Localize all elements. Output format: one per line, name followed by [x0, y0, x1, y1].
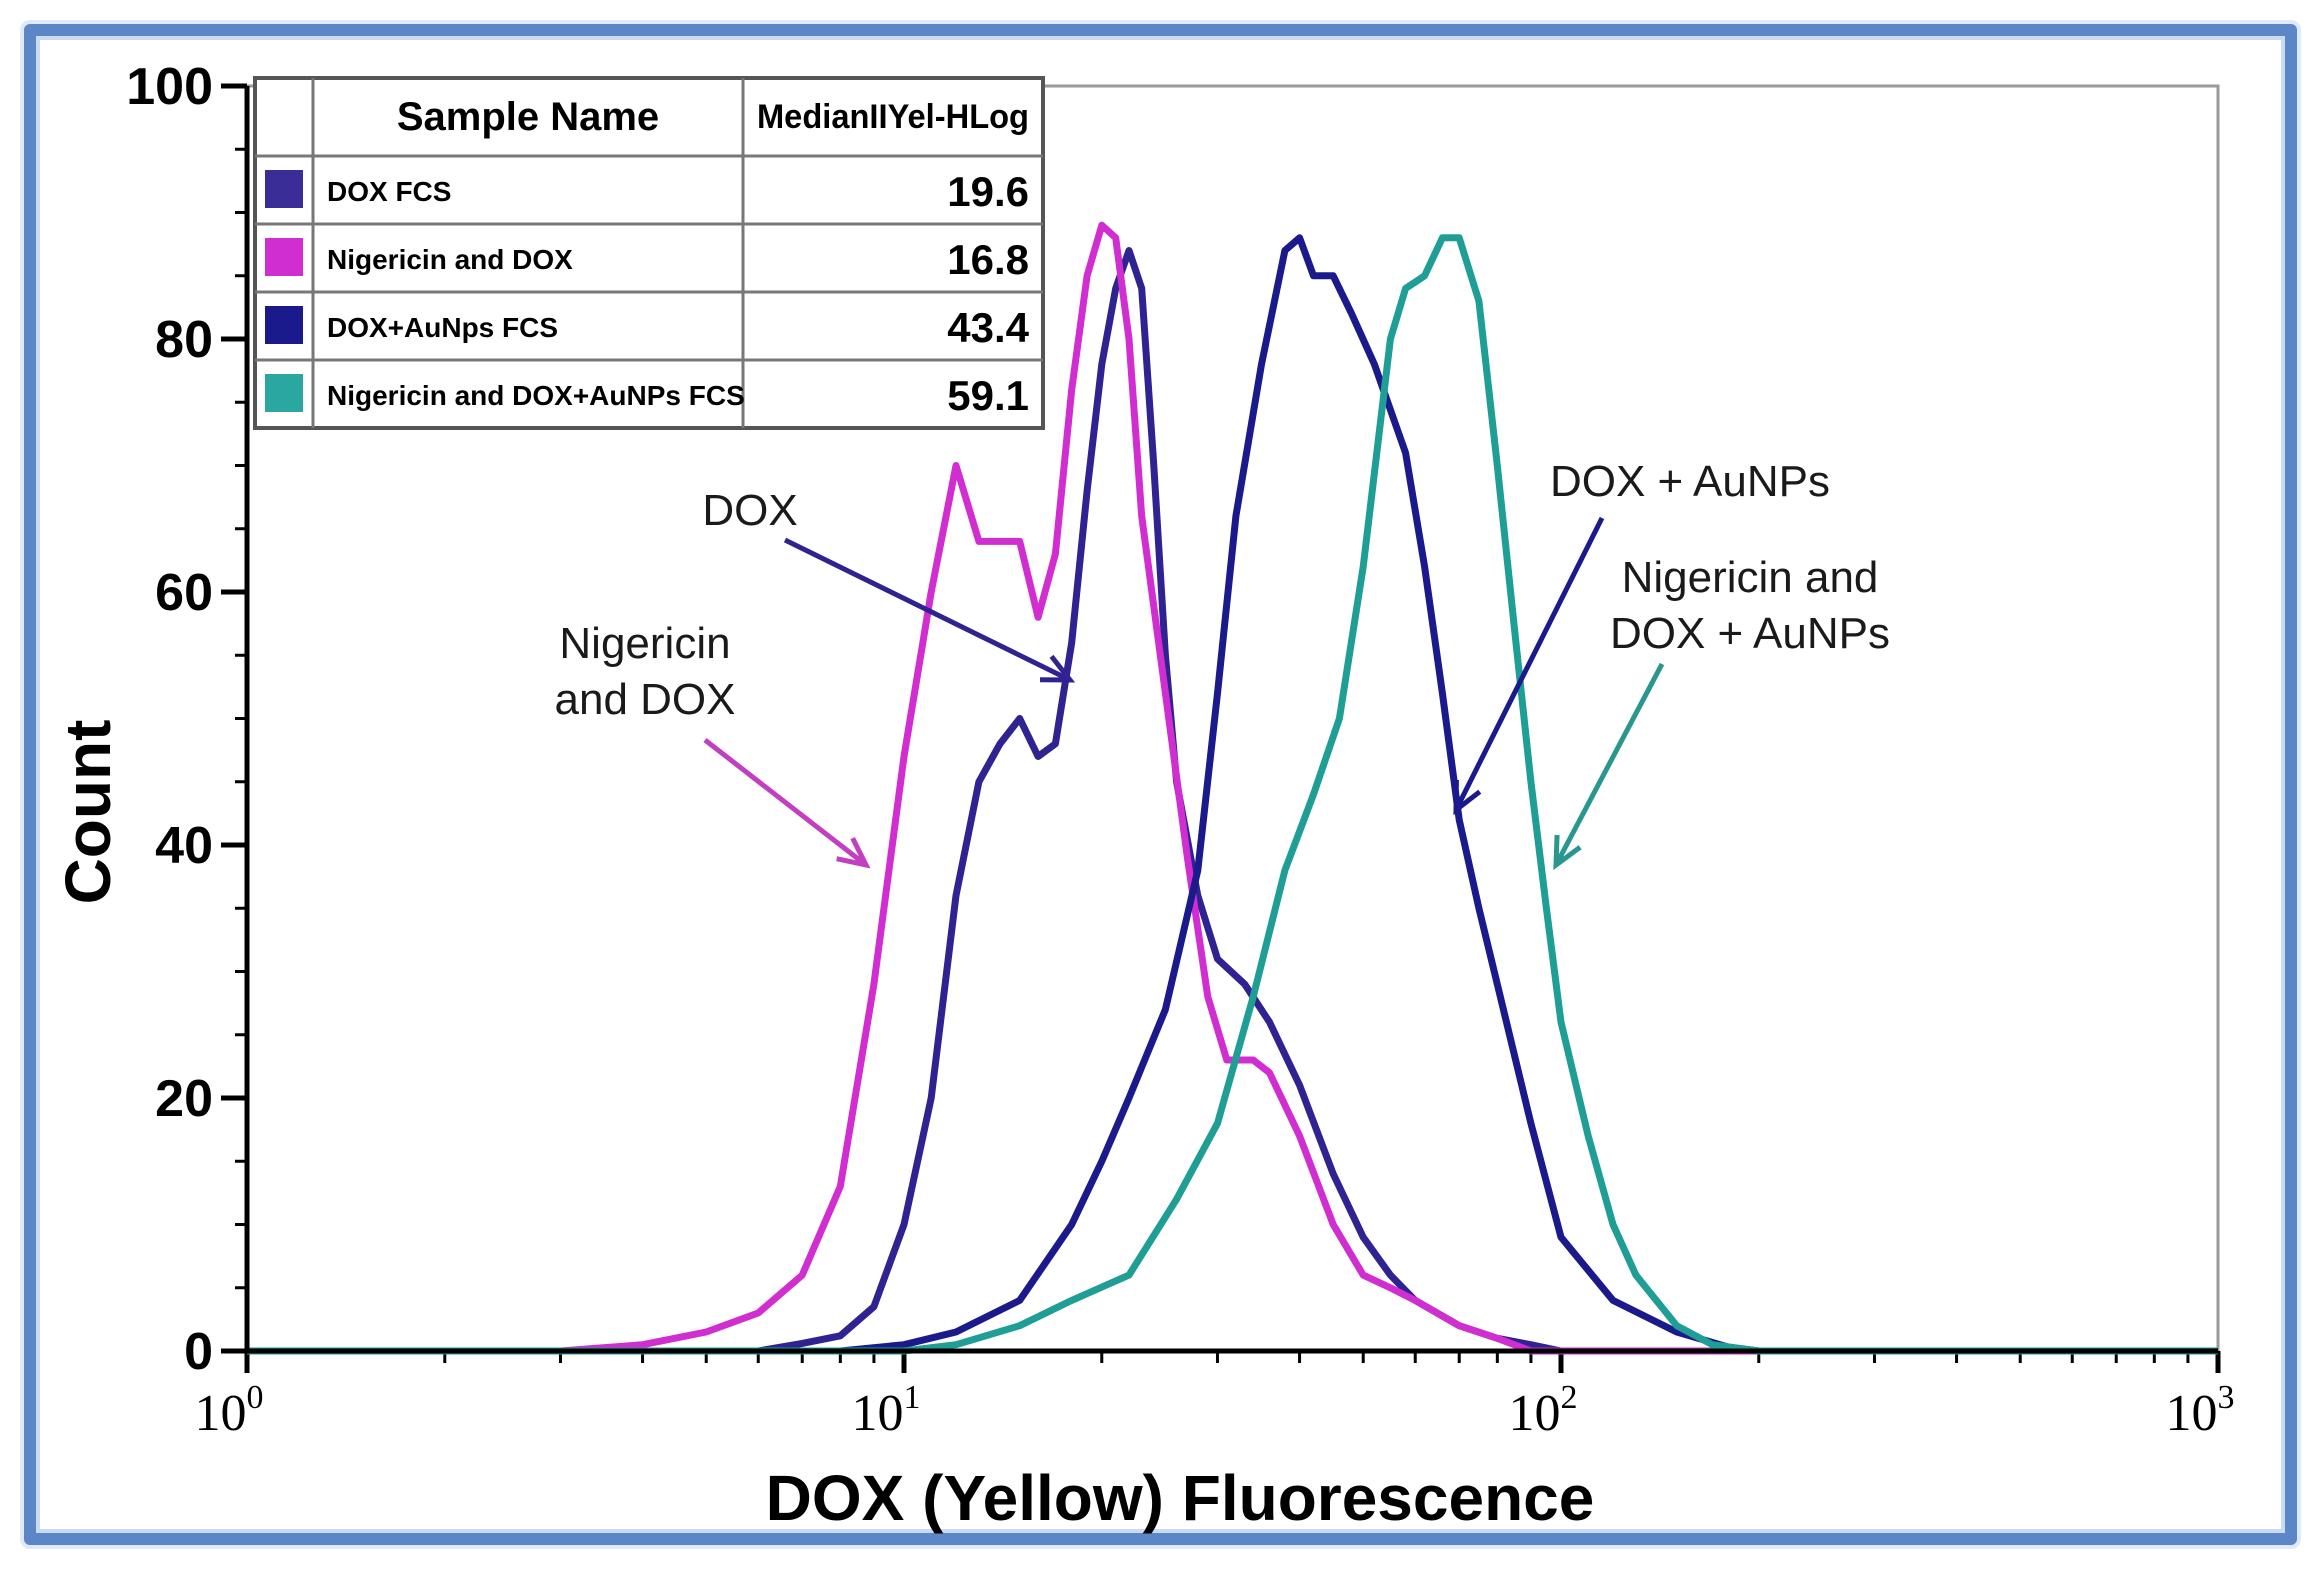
- legend-swatch: [265, 306, 303, 344]
- legend-swatch: [265, 374, 303, 412]
- legend-row-value: 19.6: [947, 168, 1029, 215]
- legend-row-name: Nigericin and DOX: [327, 244, 573, 275]
- series-line-4: [247, 234, 2218, 1355]
- annotation-arrow: [1553, 662, 1665, 867]
- x-tick-label: 100: [195, 1379, 264, 1442]
- annotation-label: and DOX: [555, 675, 736, 724]
- y-tick-label: 40: [155, 817, 213, 875]
- y-tick-label: 0: [184, 1323, 213, 1381]
- legend-row-name: Nigericin and DOX+AuNPs FCS: [327, 380, 745, 411]
- arrow-head: [1553, 834, 1582, 871]
- annotation-label: DOX: [702, 486, 797, 535]
- y-tick-label: 100: [126, 58, 213, 116]
- legend-row-name: DOX+AuNps FCS: [327, 312, 558, 343]
- arrow-head: [1039, 654, 1076, 683]
- annotation-label: DOX + AuNPs: [1550, 457, 1830, 506]
- x-tick-label: 103: [2166, 1379, 2235, 1442]
- annotation-arrow: [1453, 516, 1605, 812]
- table-header-name: Sample Name: [397, 95, 659, 139]
- legend-table: Sample Name MedianIIYel-HLog DOX FCS 19.6 Ni…: [253, 76, 1045, 430]
- annotation-label: Nigericin: [559, 619, 730, 668]
- legend-row-value: 16.8: [947, 236, 1029, 283]
- annotation-label: Nigericin and: [1622, 553, 1879, 602]
- annotation-arrow: [703, 738, 868, 867]
- arrow-head: [1453, 779, 1482, 816]
- legend-table-bg: [253, 76, 1045, 430]
- x-axis-title: DOX (Yellow) Fluorescence: [766, 1462, 1595, 1534]
- legend-row-value: 59.1: [947, 372, 1029, 419]
- y-tick-label: 80: [155, 311, 213, 369]
- series-line-1: [247, 247, 2218, 1355]
- annotation-label: DOX + AuNPs: [1610, 609, 1890, 658]
- legend-row-name: DOX FCS: [327, 176, 451, 207]
- annotation-arrow: [783, 537, 1072, 683]
- y-axis-title: Count: [52, 720, 124, 905]
- x-tick-label: 102: [1509, 1379, 1578, 1442]
- y-tick-label: 20: [155, 1070, 213, 1128]
- series-line-3: [247, 234, 2218, 1355]
- arrow-head: [836, 837, 871, 869]
- table-header-value: MedianIIYel-HLog: [757, 98, 1029, 136]
- y-tick-label: 60: [155, 564, 213, 622]
- legend-swatch: [265, 238, 303, 276]
- legend-swatch: [265, 170, 303, 208]
- series-line-2: [247, 221, 2218, 1355]
- legend-row-value: 43.4: [947, 304, 1029, 351]
- x-tick-label: 101: [852, 1379, 921, 1442]
